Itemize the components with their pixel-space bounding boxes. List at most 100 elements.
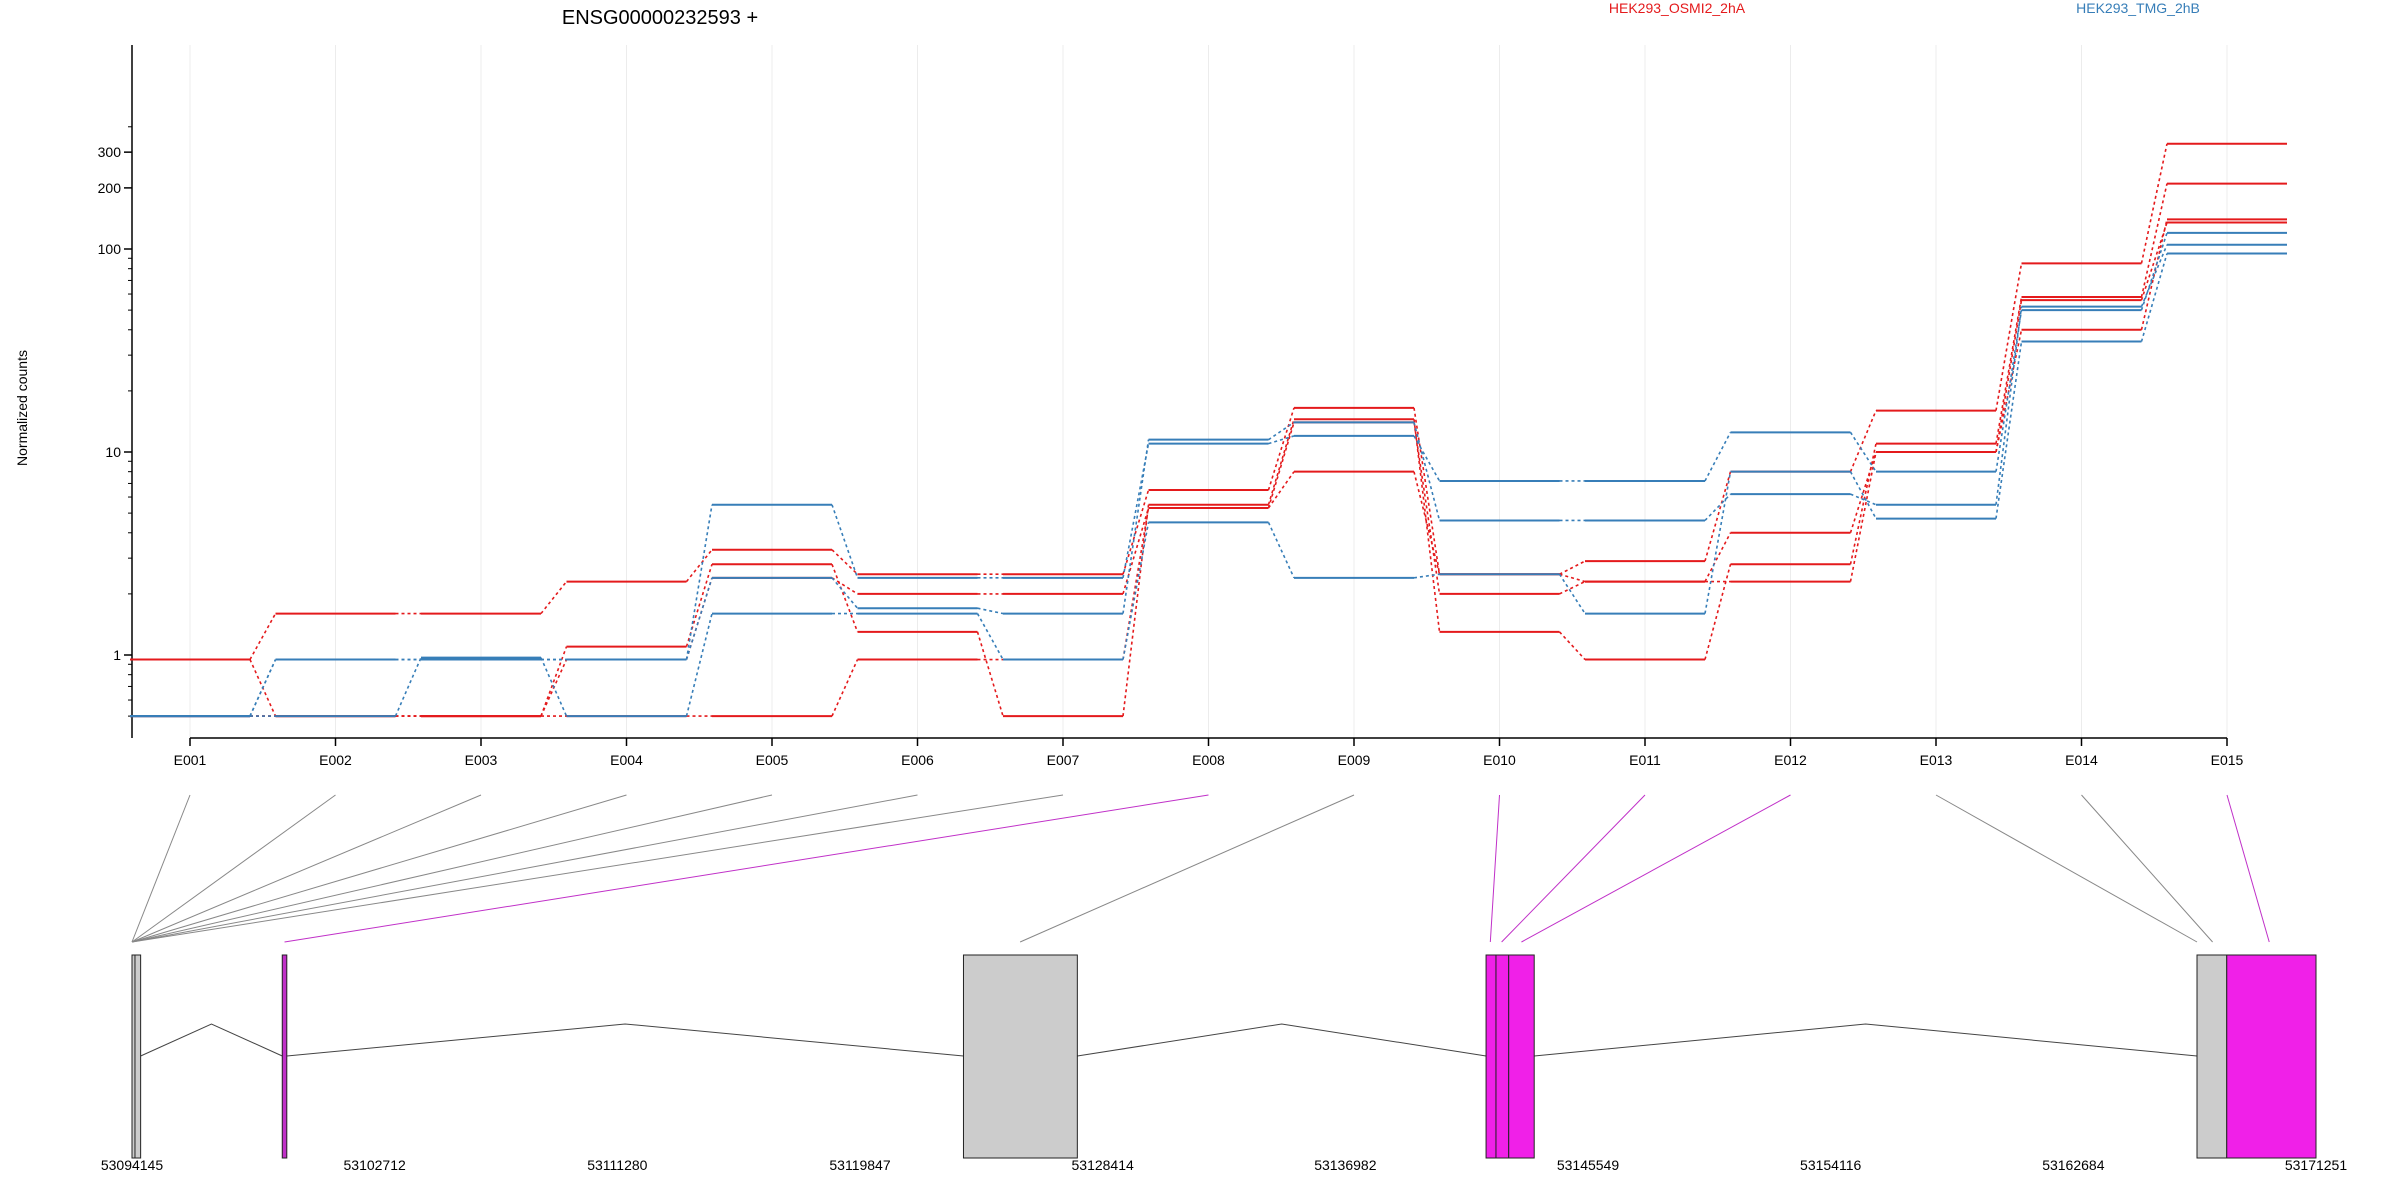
exon-connector [1995,341,2023,519]
link-e009 [1019,794,1355,943]
exon-connector [1559,573,1586,583]
exon-connector [1413,422,1441,521]
y-tick-label: 300 [98,144,122,160]
exon-label-e003: E003 [465,752,498,768]
legend-label-osmi2: HEK293_OSMI2_2hA [1609,0,1746,16]
gene-title: ENSG00000232593 + [562,7,758,29]
link-e006 [131,794,918,943]
series-7 [130,252,2287,718]
link-e007 [131,794,1064,943]
link-e010 [1489,794,1500,943]
y-tick-label: 100 [98,241,122,257]
legend-label-tmg: HEK293_TMG_2hB [2076,0,2200,16]
exon-connector [1995,306,2023,505]
gene-exon-e011 [1495,954,1510,1159]
exon-label-e006: E006 [901,752,934,768]
exon-connector [1558,631,1586,661]
genomic-coordinate-label: 53154116 [1800,1157,1861,1173]
exon-connector [1704,493,1732,522]
link-e013 [1935,794,2198,943]
exon-connector [2140,222,2168,301]
exon-connector [1849,451,1877,582]
exon-connector [976,631,1004,717]
intron-line [1534,1023,2198,1057]
exon-connector [1704,431,1732,482]
exon-connector [1995,299,2023,453]
exon-connector [1849,471,1877,519]
genomic-coordinate-label: 53145549 [1557,1157,1620,1173]
exon-connector [1413,407,1441,575]
exon-connector [976,613,1004,660]
exon-connector [2140,183,2168,298]
exon-connector [1850,493,1877,506]
exon-connector [831,563,859,633]
link-e008 [284,794,1209,943]
exon-label-e004: E004 [610,752,643,768]
exon-connector [1267,419,1295,505]
exon-connector [831,504,859,579]
exon-connector [1995,263,2023,411]
exon-label-e010: E010 [1483,752,1516,768]
exon-connector [1413,422,1441,595]
gene-exon-e010 [1485,954,1497,1159]
plot-axes: 1 10 100 200 300 E001 E002 E003 E004 E005 E006 E007… [98,45,2244,768]
genomic-coordinate-label: 53162684 [2042,1157,2105,1173]
exon-label-e009: E009 [1338,752,1371,768]
link-e004 [131,794,627,943]
genomic-coordinate-label: 53102712 [344,1157,407,1173]
exon-connector [977,607,1004,615]
exon-connector [1122,439,1150,614]
exon-connector [1558,573,1586,614]
exon-connector [2140,244,2168,307]
y-tick-label: 200 [98,180,122,196]
exon-connector [540,657,568,717]
intron-line [1077,1023,1487,1057]
exon-label-e013: E013 [1920,752,1953,768]
exon-connector [540,646,568,717]
exon-connector [2140,143,2168,264]
genomic-coordinate-label: 53119847 [829,1157,890,1173]
gene-exon-e012 [1508,954,1535,1159]
exon-connector [1267,471,1295,509]
exon-label-e005: E005 [756,752,789,768]
exon-connector [249,613,277,660]
exon-connector [685,504,713,660]
link-e015 [2226,794,2270,943]
gene-exon-e004 [134,954,142,1159]
exon-connector [2140,232,2168,311]
exon-label-e012: E012 [1774,752,1807,768]
genomic-coordinate-label: 53128414 [1072,1157,1135,1173]
y-axis-label: Normalized counts [14,350,30,466]
link-e003 [131,794,482,943]
exon-label-e008: E008 [1192,752,1225,768]
intron-line [140,1023,283,1057]
exon-connector [1704,564,1732,660]
exon-connector [1849,431,1877,473]
y-tick-label: 10 [105,444,121,460]
genomic-coordinate-label: 53111280 [587,1157,647,1173]
link-e014 [2081,794,2213,943]
exon-label-e011: E011 [1629,752,1661,768]
genomic-coordinate-label: 53094145 [101,1157,164,1173]
exon-label-e015: E015 [2211,752,2244,768]
link-e005 [131,794,773,943]
exon-connector [1849,451,1877,534]
exon-connector [831,577,858,595]
exon-connector [394,657,422,717]
series-lines [130,142,2287,718]
exon-connector [1995,329,2023,453]
exon-connector [1995,296,2023,444]
exon-connector [685,577,713,660]
genomic-coordinate-label: 53136982 [1314,1157,1377,1173]
exon-connector [1267,407,1295,491]
exon-connector [685,613,713,717]
link-e011 [1501,794,1646,943]
gene-exon-e008 [281,954,288,1159]
gene-exon-e015 [2226,954,2317,1159]
exon-connector [1849,410,1877,472]
exon-label-e014: E014 [2065,752,2098,768]
exon-connector [1704,471,1732,562]
exon-label-e007: E007 [1047,752,1080,768]
link-e002 [131,794,336,943]
